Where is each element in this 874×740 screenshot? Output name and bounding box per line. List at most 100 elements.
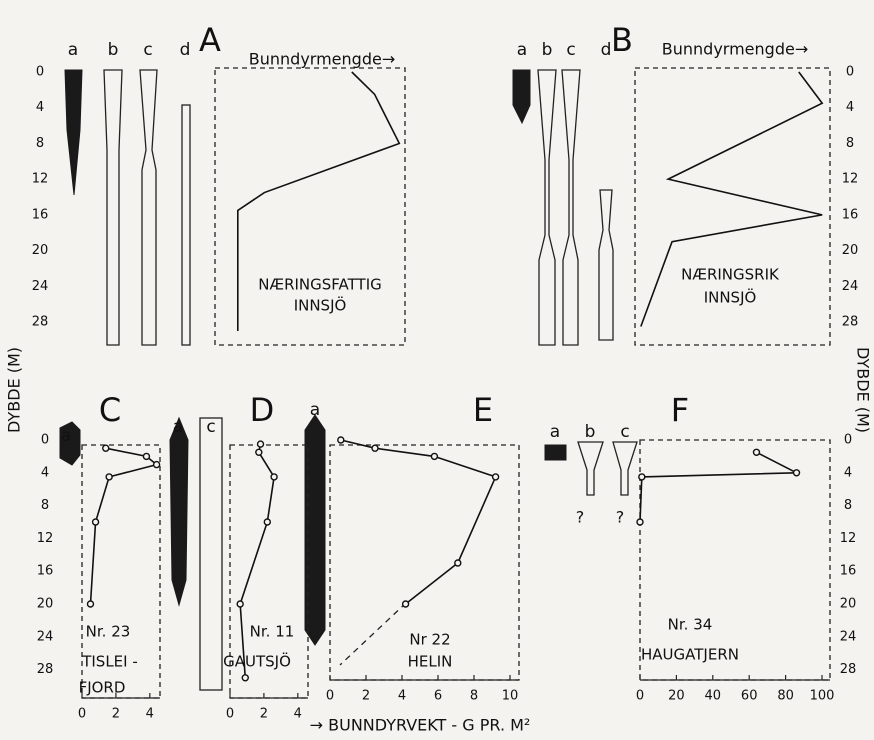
- y-tick-label: 28: [32, 315, 49, 330]
- y-tick-label: 20: [37, 597, 54, 612]
- lake-note: HAUGATJERN: [641, 646, 739, 664]
- data-point: [152, 460, 161, 469]
- y-tick-label: 28: [37, 662, 54, 677]
- y-tick-label: 24: [840, 629, 857, 644]
- lake-note: GAUTSJÖ: [223, 652, 291, 671]
- y-tick-label: 16: [32, 207, 49, 222]
- x-tick-label: 0: [326, 689, 334, 704]
- column-label: a: [550, 422, 560, 442]
- y-tick-label: 0: [36, 65, 44, 80]
- y-tick-label: 8: [844, 498, 852, 513]
- y-axis-label: DYBDE (M): [854, 347, 873, 433]
- lake-note: FJORD: [79, 679, 126, 697]
- data-point: [86, 600, 95, 608]
- data-line: [640, 71, 824, 327]
- y-tick-label: 12: [840, 531, 857, 546]
- panel-frame: [634, 67, 831, 346]
- y-tick-label: 12: [37, 531, 54, 546]
- y-tick-label: 20: [32, 243, 49, 258]
- panel-header: Bunndyrmengde→: [662, 40, 808, 59]
- panel-letter: A: [199, 21, 221, 59]
- x-tick-label: 80: [777, 689, 794, 704]
- panel-letter: D: [250, 391, 275, 429]
- data-point: [636, 518, 644, 526]
- x-tick-label: 40: [705, 689, 722, 704]
- x-tick-label: 0: [226, 707, 234, 722]
- y-tick-label: 12: [32, 172, 49, 187]
- x-tick-label: 4: [146, 707, 154, 722]
- panel-letter: C: [99, 391, 121, 429]
- lake-note: Nr 22: [409, 631, 450, 649]
- y-tick-label: 4: [846, 100, 854, 115]
- data-point: [638, 473, 646, 481]
- data-point: [142, 452, 151, 461]
- x-tick-label: 0: [636, 689, 644, 704]
- y-tick-label: 16: [842, 207, 859, 222]
- y-tick-label: 0: [846, 65, 854, 80]
- x-tick-label: 8: [470, 689, 478, 704]
- panel-letter: B: [611, 21, 633, 59]
- lake-note: Nr. 34: [668, 616, 713, 634]
- data-point: [270, 473, 278, 481]
- lake-note: NÆRINGSFATTIG: [258, 276, 382, 294]
- data-point: [371, 444, 379, 452]
- data-point: [752, 448, 761, 456]
- y-tick-label: 8: [41, 498, 49, 513]
- data-point: [401, 600, 410, 608]
- column-label: a: [68, 40, 78, 60]
- data-point: [430, 452, 439, 461]
- data-line: [639, 451, 797, 523]
- y-tick-label: 28: [842, 315, 859, 330]
- y-tick-label: 0: [844, 433, 852, 448]
- column-shapes: [59, 69, 638, 691]
- y-tick-label: 28: [840, 662, 857, 677]
- y-tick-label: 20: [842, 243, 859, 258]
- data-point: [241, 674, 249, 682]
- y-tick-label: 4: [844, 465, 852, 480]
- y-tick-label: 8: [36, 136, 44, 151]
- data-point: [792, 469, 801, 477]
- column-label: a: [517, 40, 527, 60]
- column-label: d: [601, 40, 612, 60]
- x-tick-label: 2: [112, 707, 120, 722]
- data-line: [237, 71, 401, 331]
- x-axis-label: → BUNNDYRVEKT - G PR. M²: [310, 716, 531, 735]
- panel-frame: [214, 67, 406, 346]
- column-label: c: [620, 422, 629, 442]
- column-label: a: [61, 426, 71, 446]
- y-tick-label: 4: [36, 100, 44, 115]
- data-point: [102, 444, 110, 452]
- y-tick-label: 0: [41, 433, 49, 448]
- column-label: c: [566, 40, 575, 60]
- lake-note: NÆRINGSRIK: [681, 266, 780, 284]
- x-tick-label: 4: [398, 689, 406, 704]
- data-point: [105, 473, 113, 481]
- column-label: c: [143, 40, 152, 60]
- y-tick-label: 12: [842, 172, 859, 187]
- panel-letter: E: [473, 391, 493, 429]
- x-tick-label: 2: [362, 689, 370, 704]
- column-label: b: [542, 40, 553, 60]
- data-point: [454, 559, 462, 567]
- lake-note: INNSJÖ: [294, 296, 347, 315]
- data-point: [255, 448, 263, 456]
- data-point: [337, 436, 345, 444]
- data-point: [491, 473, 500, 481]
- y-tick-label: 24: [842, 279, 859, 294]
- column-label: b: [108, 40, 119, 60]
- data-point: [263, 518, 272, 526]
- column-label: c: [206, 417, 215, 437]
- y-tick-label: 8: [846, 136, 854, 151]
- x-tick-label: 4: [294, 707, 302, 722]
- x-tick-label: 10: [502, 689, 519, 704]
- x-tick-label: 2: [260, 707, 268, 722]
- y-axis-label: DYBDE (M): [5, 347, 24, 433]
- x-tick-label: 0: [78, 707, 86, 722]
- column-label: d: [180, 40, 191, 60]
- lake-note: Nr. 11: [250, 623, 295, 641]
- data-line: [89, 447, 159, 605]
- data-point: [256, 440, 265, 448]
- lake-note: HELIN: [408, 653, 453, 671]
- x-tick-label: 6: [434, 689, 442, 704]
